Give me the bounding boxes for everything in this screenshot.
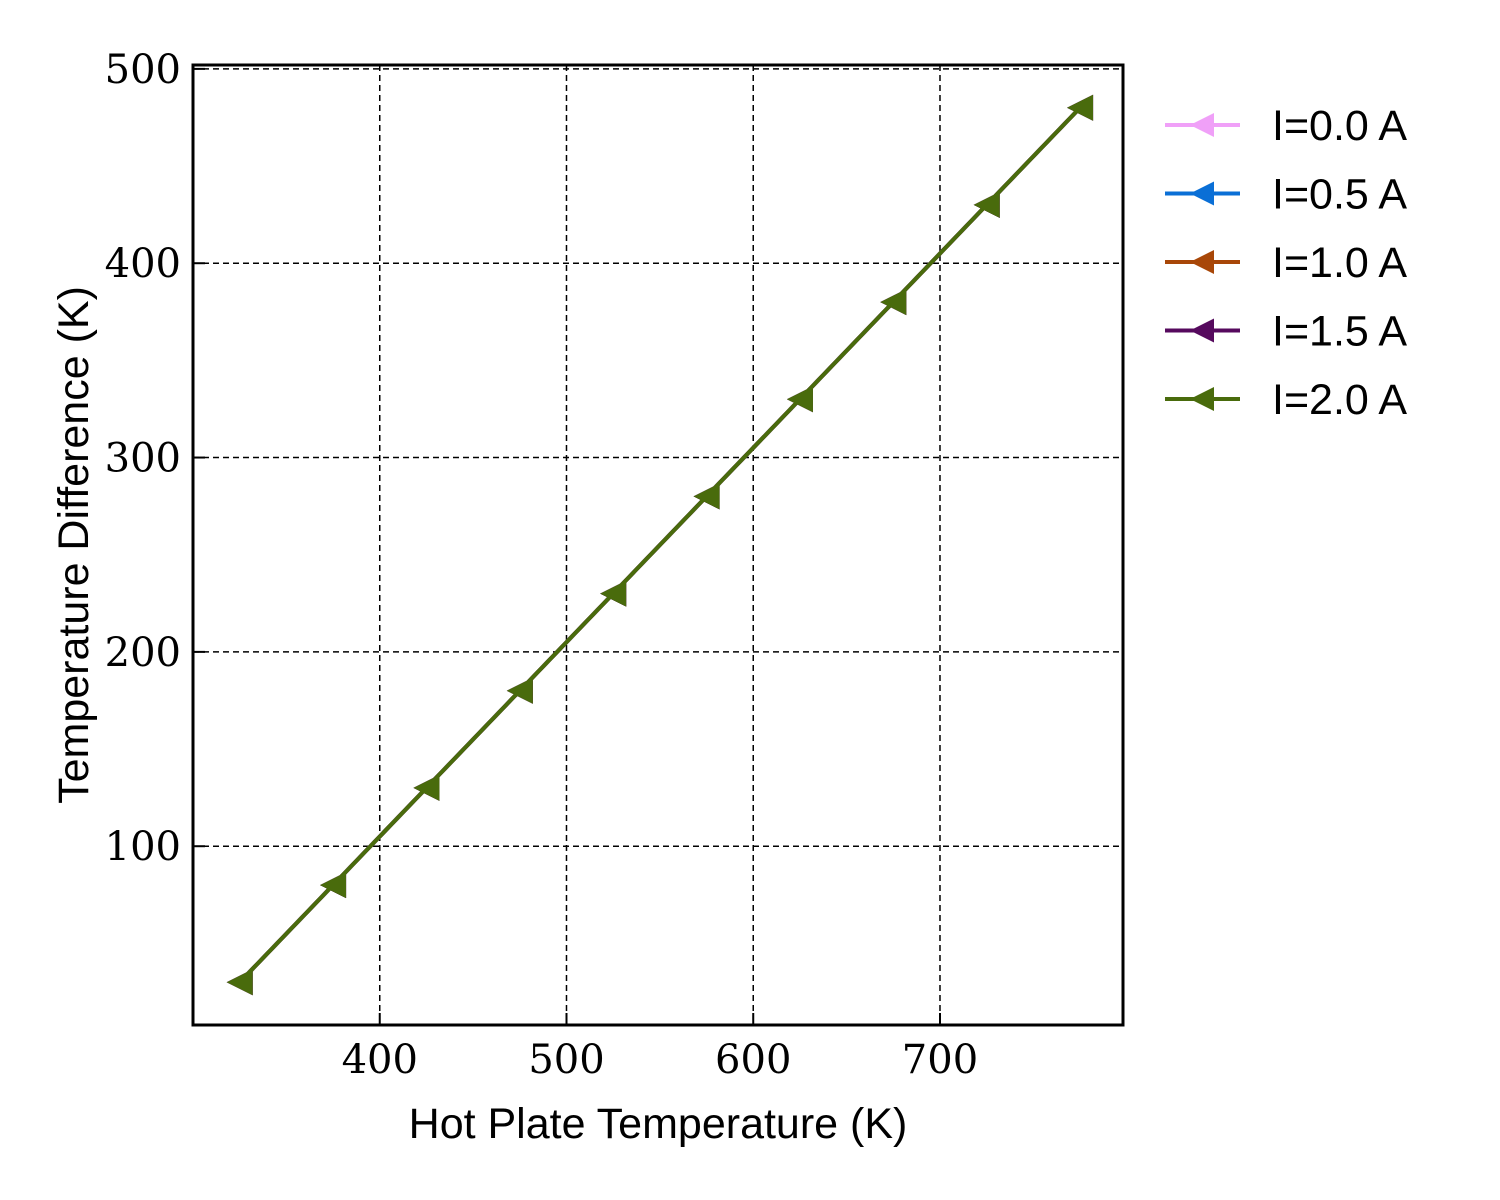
data-point-marker [226,969,253,996]
legend-marker [1190,250,1214,274]
y-axis-title: Temperature Difference (K) [50,286,98,804]
x-tick-label: 500 [528,1037,604,1083]
legend-label: I=0.0 A [1272,102,1407,150]
legend-item: I=1.5 A [1165,308,1407,356]
series-line [238,106,1082,984]
legend-marker [1190,318,1214,343]
legend-item: I=1.0 A [1165,239,1407,287]
y-tick-label: 100 [105,824,181,870]
x-tick-label: 400 [342,1037,418,1083]
grid [193,65,1123,1025]
legend-marker [1190,181,1214,206]
legend-marker [1190,387,1214,411]
y-tick-label: 400 [105,241,181,287]
legend-item: I=0.0 A [1165,102,1407,150]
data-point-marker [506,677,533,704]
legend-label: I=2.0 A [1272,376,1407,424]
legend-label: I=0.5 A [1272,171,1407,219]
plot-frame [191,63,1125,1027]
legend-marker [1190,113,1214,137]
legend-item: I=0.5 A [1165,171,1407,219]
legend-item: I=2.0 A [1165,376,1407,424]
x-tick-label: 600 [715,1037,791,1083]
legend-label: I=1.5 A [1272,308,1407,356]
y-tick-label: 500 [105,47,181,93]
data-point-marker [413,774,440,801]
legend: I=0.0 A I=0.5 A I=1.0 A I=1.5 A I=2.0 A [1165,102,1407,424]
y-tick-label: 200 [105,630,181,676]
x-axis-title: Hot Plate Temperature (K) [409,1100,908,1148]
data-point-marker [880,289,907,316]
data-point-marker [973,191,1000,218]
series-4 [226,94,1094,996]
data-point-marker [320,872,347,899]
data-point-marker [1067,94,1094,121]
x-tick-label: 700 [902,1037,978,1083]
data-point-marker [786,386,813,413]
ticks: 400 500 600 700 100 200 300 400 500 [105,47,979,1083]
series-layer [226,94,1094,996]
data-point-marker [600,580,627,607]
legend-label: I=1.0 A [1272,239,1407,287]
y-tick-label: 300 [105,436,181,482]
data-point-marker [693,483,720,510]
